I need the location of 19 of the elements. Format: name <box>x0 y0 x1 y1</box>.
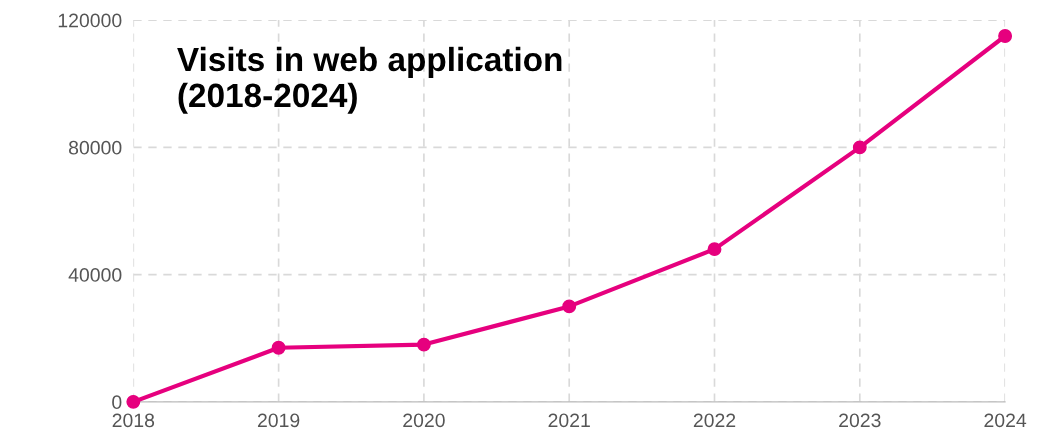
x-tick-label: 2021 <box>548 413 590 428</box>
x-tick-label: 2022 <box>693 413 736 428</box>
point <box>126 394 141 409</box>
x-tick-label: 2018 <box>112 413 155 428</box>
point <box>707 242 722 257</box>
y-tick-label: 0 <box>112 395 122 410</box>
point <box>852 140 867 155</box>
y-tick-label: 120000 <box>58 13 122 28</box>
point <box>271 340 286 355</box>
point <box>998 29 1013 43</box>
x-tick-label: 2020 <box>403 413 445 428</box>
x-tick-label: 2023 <box>839 413 881 428</box>
y-tick-label: 80000 <box>68 140 122 155</box>
point <box>416 337 431 352</box>
text: Visits in web application (2018-2024) <box>177 46 562 114</box>
point <box>562 299 577 314</box>
x-tick-label: 2024 <box>984 413 1027 428</box>
x-tick-label: 2019 <box>257 413 300 428</box>
y-tick-label: 40000 <box>68 268 122 282</box>
